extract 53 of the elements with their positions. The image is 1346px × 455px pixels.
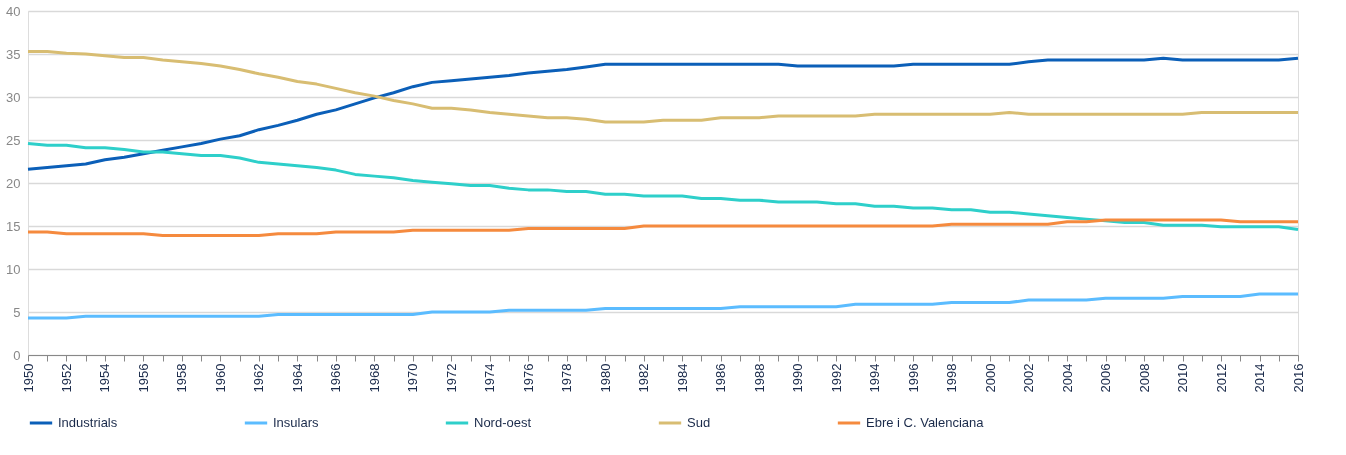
- x-tick-label: 1976: [520, 363, 536, 393]
- x-tick-label: 1952: [58, 363, 74, 393]
- line-series: [26, 141, 1300, 231]
- x-tick-label: 1950: [20, 363, 36, 393]
- x-tick-label: 1966: [328, 363, 344, 393]
- legend-label: Industrials: [58, 415, 118, 430]
- x-tick-label: 2008: [1136, 363, 1152, 393]
- legend-label: Sud: [687, 415, 711, 430]
- x-tick-label: 1960: [212, 363, 228, 393]
- x-tick-label: 1956: [135, 363, 151, 393]
- x-tick-label: 1980: [597, 363, 613, 393]
- x-tick-label: 2002: [1021, 363, 1037, 393]
- y-tick-label: 10: [6, 261, 21, 277]
- y-tick-label: 30: [6, 89, 21, 105]
- line-series: [26, 49, 1300, 124]
- x-tick-label: 1970: [405, 363, 421, 393]
- y-tick-label: 15: [6, 218, 21, 234]
- legend-label: Nord-oest: [474, 415, 532, 430]
- y-tick-label: 35: [6, 46, 21, 62]
- x-tick-label: 2000: [982, 363, 998, 393]
- legend-label: Insulars: [273, 415, 320, 430]
- x-tick-label: 1958: [174, 363, 190, 393]
- x-tick-label: 1982: [636, 363, 652, 393]
- x-tick-label: 2014: [1252, 363, 1268, 393]
- x-tick-label: 1984: [674, 363, 690, 393]
- x-tick-label: 1996: [905, 363, 921, 393]
- y-tick-label: 0: [13, 347, 21, 363]
- x-tick-label: 1962: [251, 363, 267, 393]
- line-series: [26, 56, 1300, 171]
- x-tick-label: 1974: [482, 363, 498, 393]
- y-tick-label: 5: [13, 304, 21, 320]
- legend-label: Ebre i C. Valenciana: [866, 415, 985, 430]
- x-tick-label: 1964: [289, 363, 305, 393]
- x-tick-label: 2016: [1290, 363, 1306, 393]
- x-tick-label: 2010: [1175, 363, 1191, 393]
- line-series: [26, 218, 1300, 237]
- y-tick-label: 25: [6, 132, 21, 148]
- x-tick-label: 2004: [1059, 363, 1075, 393]
- y-tick-label: 20: [6, 175, 21, 191]
- line-series: [26, 292, 1300, 320]
- x-tick-label: 1978: [559, 363, 575, 393]
- x-tick-label: 1994: [867, 363, 883, 393]
- x-tick-label: 1992: [828, 363, 844, 393]
- x-tick-label: 1968: [366, 363, 382, 393]
- x-tick-label: 1986: [713, 363, 729, 393]
- x-tick-label: 2006: [1098, 363, 1114, 393]
- x-tick-label: 1998: [944, 363, 960, 393]
- x-tick-label: 2012: [1213, 363, 1229, 393]
- x-tick-label: 1954: [97, 363, 113, 393]
- x-tick-label: 1990: [790, 363, 806, 393]
- y-tick-label: 40: [6, 3, 21, 19]
- x-tick-label: 1988: [751, 363, 767, 393]
- x-tick-label: 1972: [443, 363, 459, 393]
